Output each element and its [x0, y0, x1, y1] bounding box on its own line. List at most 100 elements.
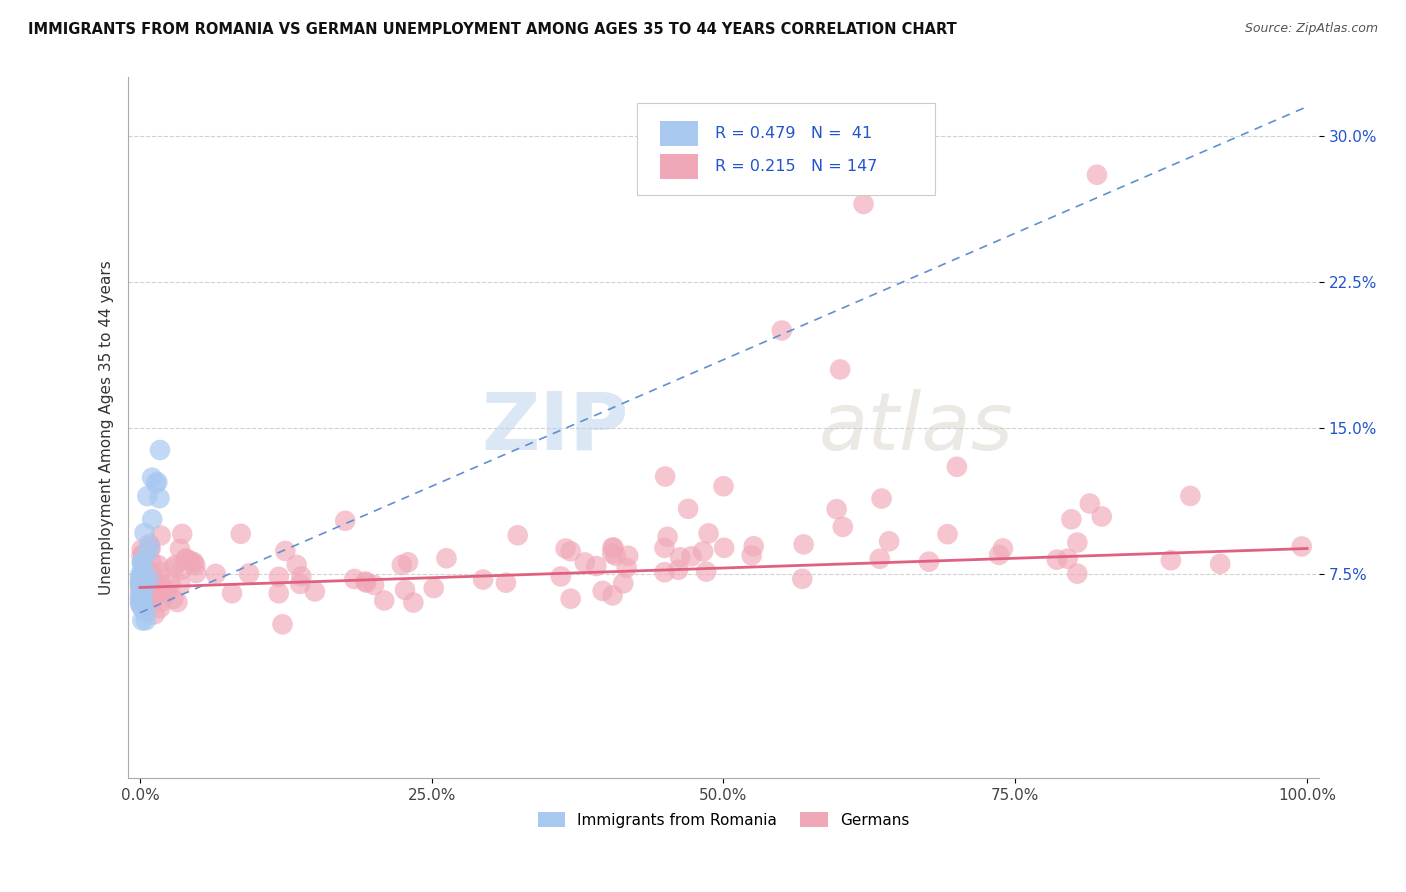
Point: [602, 541, 624, 555]
Point: [391, 558, 413, 572]
Point: [145, 476, 167, 491]
Point: [129, 571, 152, 585]
Point: [131, 600, 153, 615]
Point: [141, 588, 163, 602]
Point: [132, 593, 155, 607]
Point: [129, 595, 152, 609]
Point: [238, 566, 260, 581]
Point: [184, 566, 207, 580]
Point: [129, 572, 152, 586]
Point: [1091, 509, 1114, 524]
Point: [159, 576, 181, 591]
Point: [396, 555, 419, 569]
Point: [134, 582, 156, 597]
Point: [135, 583, 157, 598]
Point: [742, 539, 765, 553]
Point: [139, 540, 162, 554]
Point: [134, 577, 156, 591]
Point: [585, 559, 607, 574]
Point: [132, 556, 155, 570]
Point: [654, 566, 676, 580]
Point: [136, 489, 159, 503]
Point: [274, 544, 297, 558]
Point: [793, 537, 815, 551]
Point: [267, 586, 290, 600]
Point: [354, 574, 377, 589]
Point: [681, 549, 703, 564]
Point: [129, 581, 152, 595]
Point: [131, 542, 153, 557]
Point: [657, 530, 679, 544]
Point: [918, 555, 941, 569]
Point: [174, 551, 197, 566]
Point: [1180, 489, 1202, 503]
Point: [831, 520, 853, 534]
Point: [136, 574, 159, 588]
Point: [146, 558, 169, 572]
Point: [422, 581, 444, 595]
Point: [132, 571, 155, 585]
Point: [141, 470, 163, 484]
Point: [138, 589, 160, 603]
Point: [1291, 540, 1313, 554]
Point: [139, 541, 162, 556]
Point: [183, 555, 205, 569]
Point: [770, 324, 793, 338]
Point: [136, 545, 159, 559]
Point: [138, 571, 160, 585]
Point: [141, 512, 163, 526]
Point: [792, 572, 814, 586]
Point: [129, 591, 152, 606]
Point: [936, 527, 959, 541]
Point: [612, 576, 634, 591]
Point: [574, 556, 596, 570]
Point: [145, 587, 167, 601]
Point: [1085, 168, 1108, 182]
Point: [129, 596, 152, 610]
Point: [129, 599, 152, 613]
Point: [825, 502, 848, 516]
Point: [1209, 557, 1232, 571]
Point: [149, 528, 172, 542]
Point: [179, 554, 201, 568]
Point: [304, 584, 326, 599]
Point: [605, 549, 627, 563]
Point: [991, 541, 1014, 556]
Point: [150, 577, 173, 591]
Point: [616, 560, 638, 574]
Point: [149, 442, 172, 457]
Text: Source: ZipAtlas.com: Source: ZipAtlas.com: [1244, 22, 1378, 36]
FancyBboxPatch shape: [637, 103, 935, 195]
Point: [131, 574, 153, 589]
Text: atlas: atlas: [818, 389, 1014, 467]
Point: [136, 583, 159, 598]
Point: [373, 593, 395, 607]
Point: [148, 585, 170, 599]
Point: [131, 568, 153, 582]
Point: [129, 590, 152, 604]
Point: [131, 580, 153, 594]
Point: [1078, 496, 1101, 510]
Point: [654, 469, 676, 483]
Text: R = 0.479   N =  41: R = 0.479 N = 41: [716, 126, 872, 141]
Point: [669, 550, 692, 565]
Point: [132, 586, 155, 600]
Point: [267, 570, 290, 584]
Point: [138, 572, 160, 586]
Point: [285, 558, 308, 572]
Point: [1056, 551, 1078, 566]
Point: [592, 583, 614, 598]
Point: [174, 552, 197, 566]
Point: [131, 583, 153, 598]
Point: [129, 592, 152, 607]
Point: [560, 591, 582, 606]
Point: [131, 572, 153, 586]
Text: ZIP: ZIP: [481, 389, 628, 467]
Point: [129, 576, 152, 591]
Point: [131, 588, 153, 602]
Point: [135, 566, 157, 581]
Point: [150, 594, 173, 608]
Point: [654, 541, 676, 555]
Text: IMMIGRANTS FROM ROMANIA VS GERMAN UNEMPLOYMENT AMONG AGES 35 TO 44 YEARS CORRELA: IMMIGRANTS FROM ROMANIA VS GERMAN UNEMPL…: [28, 22, 957, 37]
Point: [600, 547, 623, 561]
